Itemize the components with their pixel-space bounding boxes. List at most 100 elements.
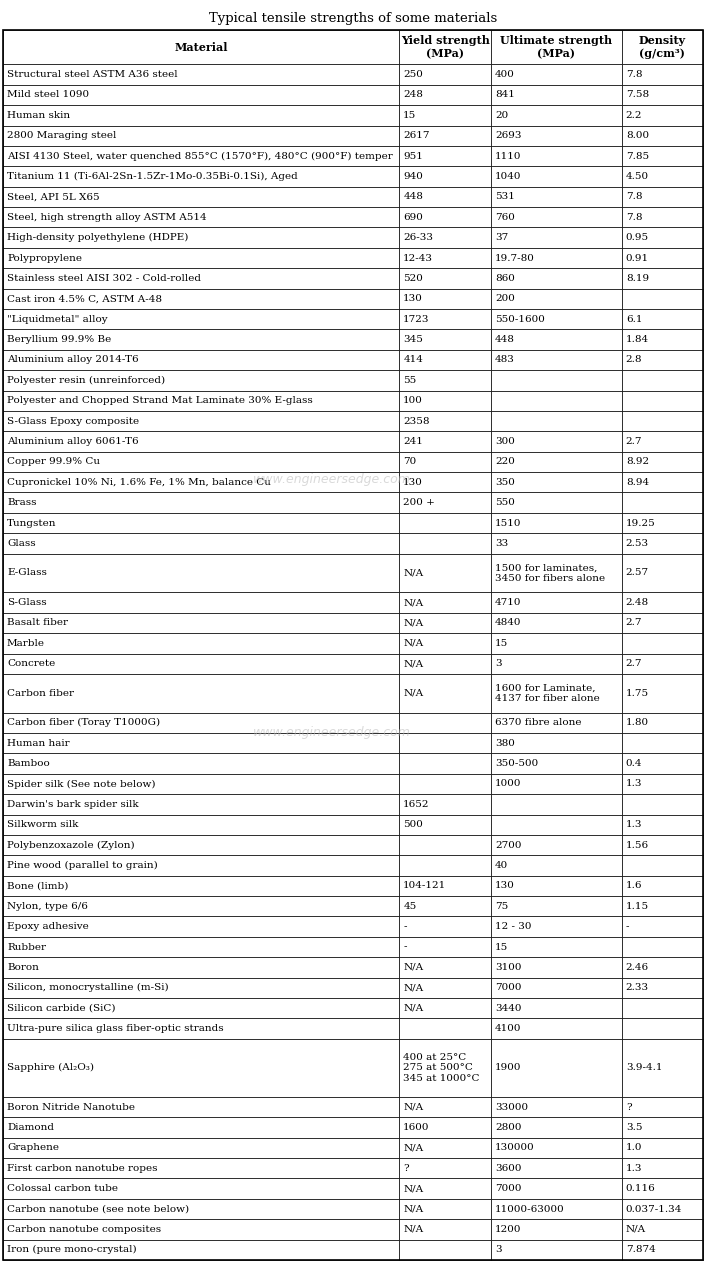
Text: High-density polyethylene (HDPE): High-density polyethylene (HDPE) — [7, 234, 189, 242]
Text: 8.94: 8.94 — [626, 477, 649, 486]
Bar — [399, 553, 491, 592]
Bar — [3, 410, 399, 431]
Text: 200: 200 — [495, 294, 515, 303]
Text: 7000: 7000 — [495, 984, 522, 993]
Bar — [491, 533, 622, 553]
Bar — [399, 937, 491, 957]
Text: 1723: 1723 — [403, 314, 430, 323]
Text: www.engineersedge.com: www.engineersedge.com — [253, 726, 411, 739]
Bar — [491, 248, 622, 268]
Text: 448: 448 — [495, 335, 515, 344]
Bar — [622, 330, 703, 350]
Text: 130: 130 — [495, 882, 515, 890]
Bar — [399, 1178, 491, 1199]
Bar — [399, 125, 491, 147]
Text: Boron: Boron — [7, 962, 39, 973]
Bar — [491, 493, 622, 513]
Text: -: - — [403, 922, 407, 931]
Bar — [3, 613, 399, 633]
Bar — [3, 794, 399, 815]
Text: Titanium 11 (Ti-6Al-2Sn-1.5Zr-1Mo-0.35Bi-0.1Si), Aged: Titanium 11 (Ti-6Al-2Sn-1.5Zr-1Mo-0.35Bi… — [7, 172, 298, 181]
Text: ?: ? — [403, 1163, 409, 1173]
Bar — [491, 187, 622, 207]
Bar — [491, 957, 622, 978]
Text: 250: 250 — [403, 69, 423, 80]
Bar — [622, 1018, 703, 1038]
Text: 860: 860 — [495, 274, 515, 283]
Bar — [622, 207, 703, 227]
Bar — [622, 794, 703, 815]
Text: Steel, API 5L X65: Steel, API 5L X65 — [7, 192, 100, 201]
Bar — [399, 1158, 491, 1178]
Bar — [622, 493, 703, 513]
Bar — [491, 268, 622, 289]
Text: 200 +: 200 + — [403, 498, 435, 508]
Text: 11000-63000: 11000-63000 — [495, 1205, 565, 1214]
Text: 345: 345 — [403, 335, 423, 344]
Bar — [622, 431, 703, 452]
Bar — [3, 592, 399, 613]
Bar — [3, 1096, 399, 1118]
Text: Structural steel ASTM A36 steel: Structural steel ASTM A36 steel — [7, 69, 178, 80]
Text: 3.5: 3.5 — [626, 1123, 642, 1132]
Text: 1.0: 1.0 — [626, 1143, 642, 1152]
Bar — [622, 452, 703, 472]
Text: Tungsten: Tungsten — [7, 519, 56, 528]
Text: Carbon nanotube (see note below): Carbon nanotube (see note below) — [7, 1205, 189, 1214]
Text: 7.58: 7.58 — [626, 91, 649, 100]
Bar — [491, 1118, 622, 1138]
Text: 4.50: 4.50 — [626, 172, 649, 181]
Text: First carbon nanotube ropes: First carbon nanotube ropes — [7, 1163, 157, 1173]
Bar — [491, 30, 622, 64]
Text: 7000: 7000 — [495, 1185, 522, 1194]
Bar — [622, 553, 703, 592]
Text: Cupronickel 10% Ni, 1.6% Fe, 1% Mn, balance Cu: Cupronickel 10% Ni, 1.6% Fe, 1% Mn, bala… — [7, 477, 271, 486]
Text: Yield strength
(MPa): Yield strength (MPa) — [400, 35, 489, 59]
Bar — [622, 875, 703, 897]
Bar — [622, 1199, 703, 1219]
Text: S-Glass: S-Glass — [7, 599, 47, 608]
Text: 1500 for laminates,
3450 for fibers alone: 1500 for laminates, 3450 for fibers alon… — [495, 563, 605, 582]
Text: Epoxy adhesive: Epoxy adhesive — [7, 922, 89, 931]
Text: 400 at 25°C
275 at 500°C
345 at 1000°C: 400 at 25°C 275 at 500°C 345 at 1000°C — [403, 1053, 479, 1082]
Text: 100: 100 — [403, 397, 423, 405]
Bar — [491, 1219, 622, 1239]
Text: Polyester resin (unreinforced): Polyester resin (unreinforced) — [7, 376, 165, 385]
Bar — [399, 207, 491, 227]
Text: "Liquidmetal" alloy: "Liquidmetal" alloy — [7, 314, 107, 323]
Bar — [622, 1138, 703, 1158]
Bar — [491, 998, 622, 1018]
Text: 3.9-4.1: 3.9-4.1 — [626, 1063, 662, 1072]
Text: Carbon fiber: Carbon fiber — [7, 688, 74, 697]
Bar — [491, 472, 622, 493]
Bar — [622, 1118, 703, 1138]
Bar — [491, 794, 622, 815]
Bar — [3, 1038, 399, 1096]
Text: N/A: N/A — [403, 1103, 424, 1111]
Bar — [3, 835, 399, 855]
Text: 483: 483 — [495, 355, 515, 365]
Bar — [3, 553, 399, 592]
Text: 7.8: 7.8 — [626, 69, 642, 80]
Bar — [3, 350, 399, 370]
Bar — [622, 855, 703, 875]
Text: 8.92: 8.92 — [626, 457, 649, 466]
Bar — [491, 633, 622, 653]
Bar — [3, 1239, 399, 1260]
Bar — [3, 493, 399, 513]
Bar — [622, 712, 703, 733]
Text: 8.00: 8.00 — [626, 131, 649, 140]
Text: 448: 448 — [403, 192, 423, 201]
Bar — [491, 410, 622, 431]
Text: 380: 380 — [495, 739, 515, 748]
Bar — [3, 289, 399, 309]
Text: N/A: N/A — [403, 659, 424, 668]
Bar — [3, 513, 399, 533]
Bar — [491, 350, 622, 370]
Bar — [622, 1158, 703, 1178]
Text: 2.57: 2.57 — [626, 568, 649, 577]
Text: 4840: 4840 — [495, 619, 522, 628]
Text: 531: 531 — [495, 192, 515, 201]
Text: 1040: 1040 — [495, 172, 522, 181]
Text: Iron (pure mono-crystal): Iron (pure mono-crystal) — [7, 1245, 137, 1254]
